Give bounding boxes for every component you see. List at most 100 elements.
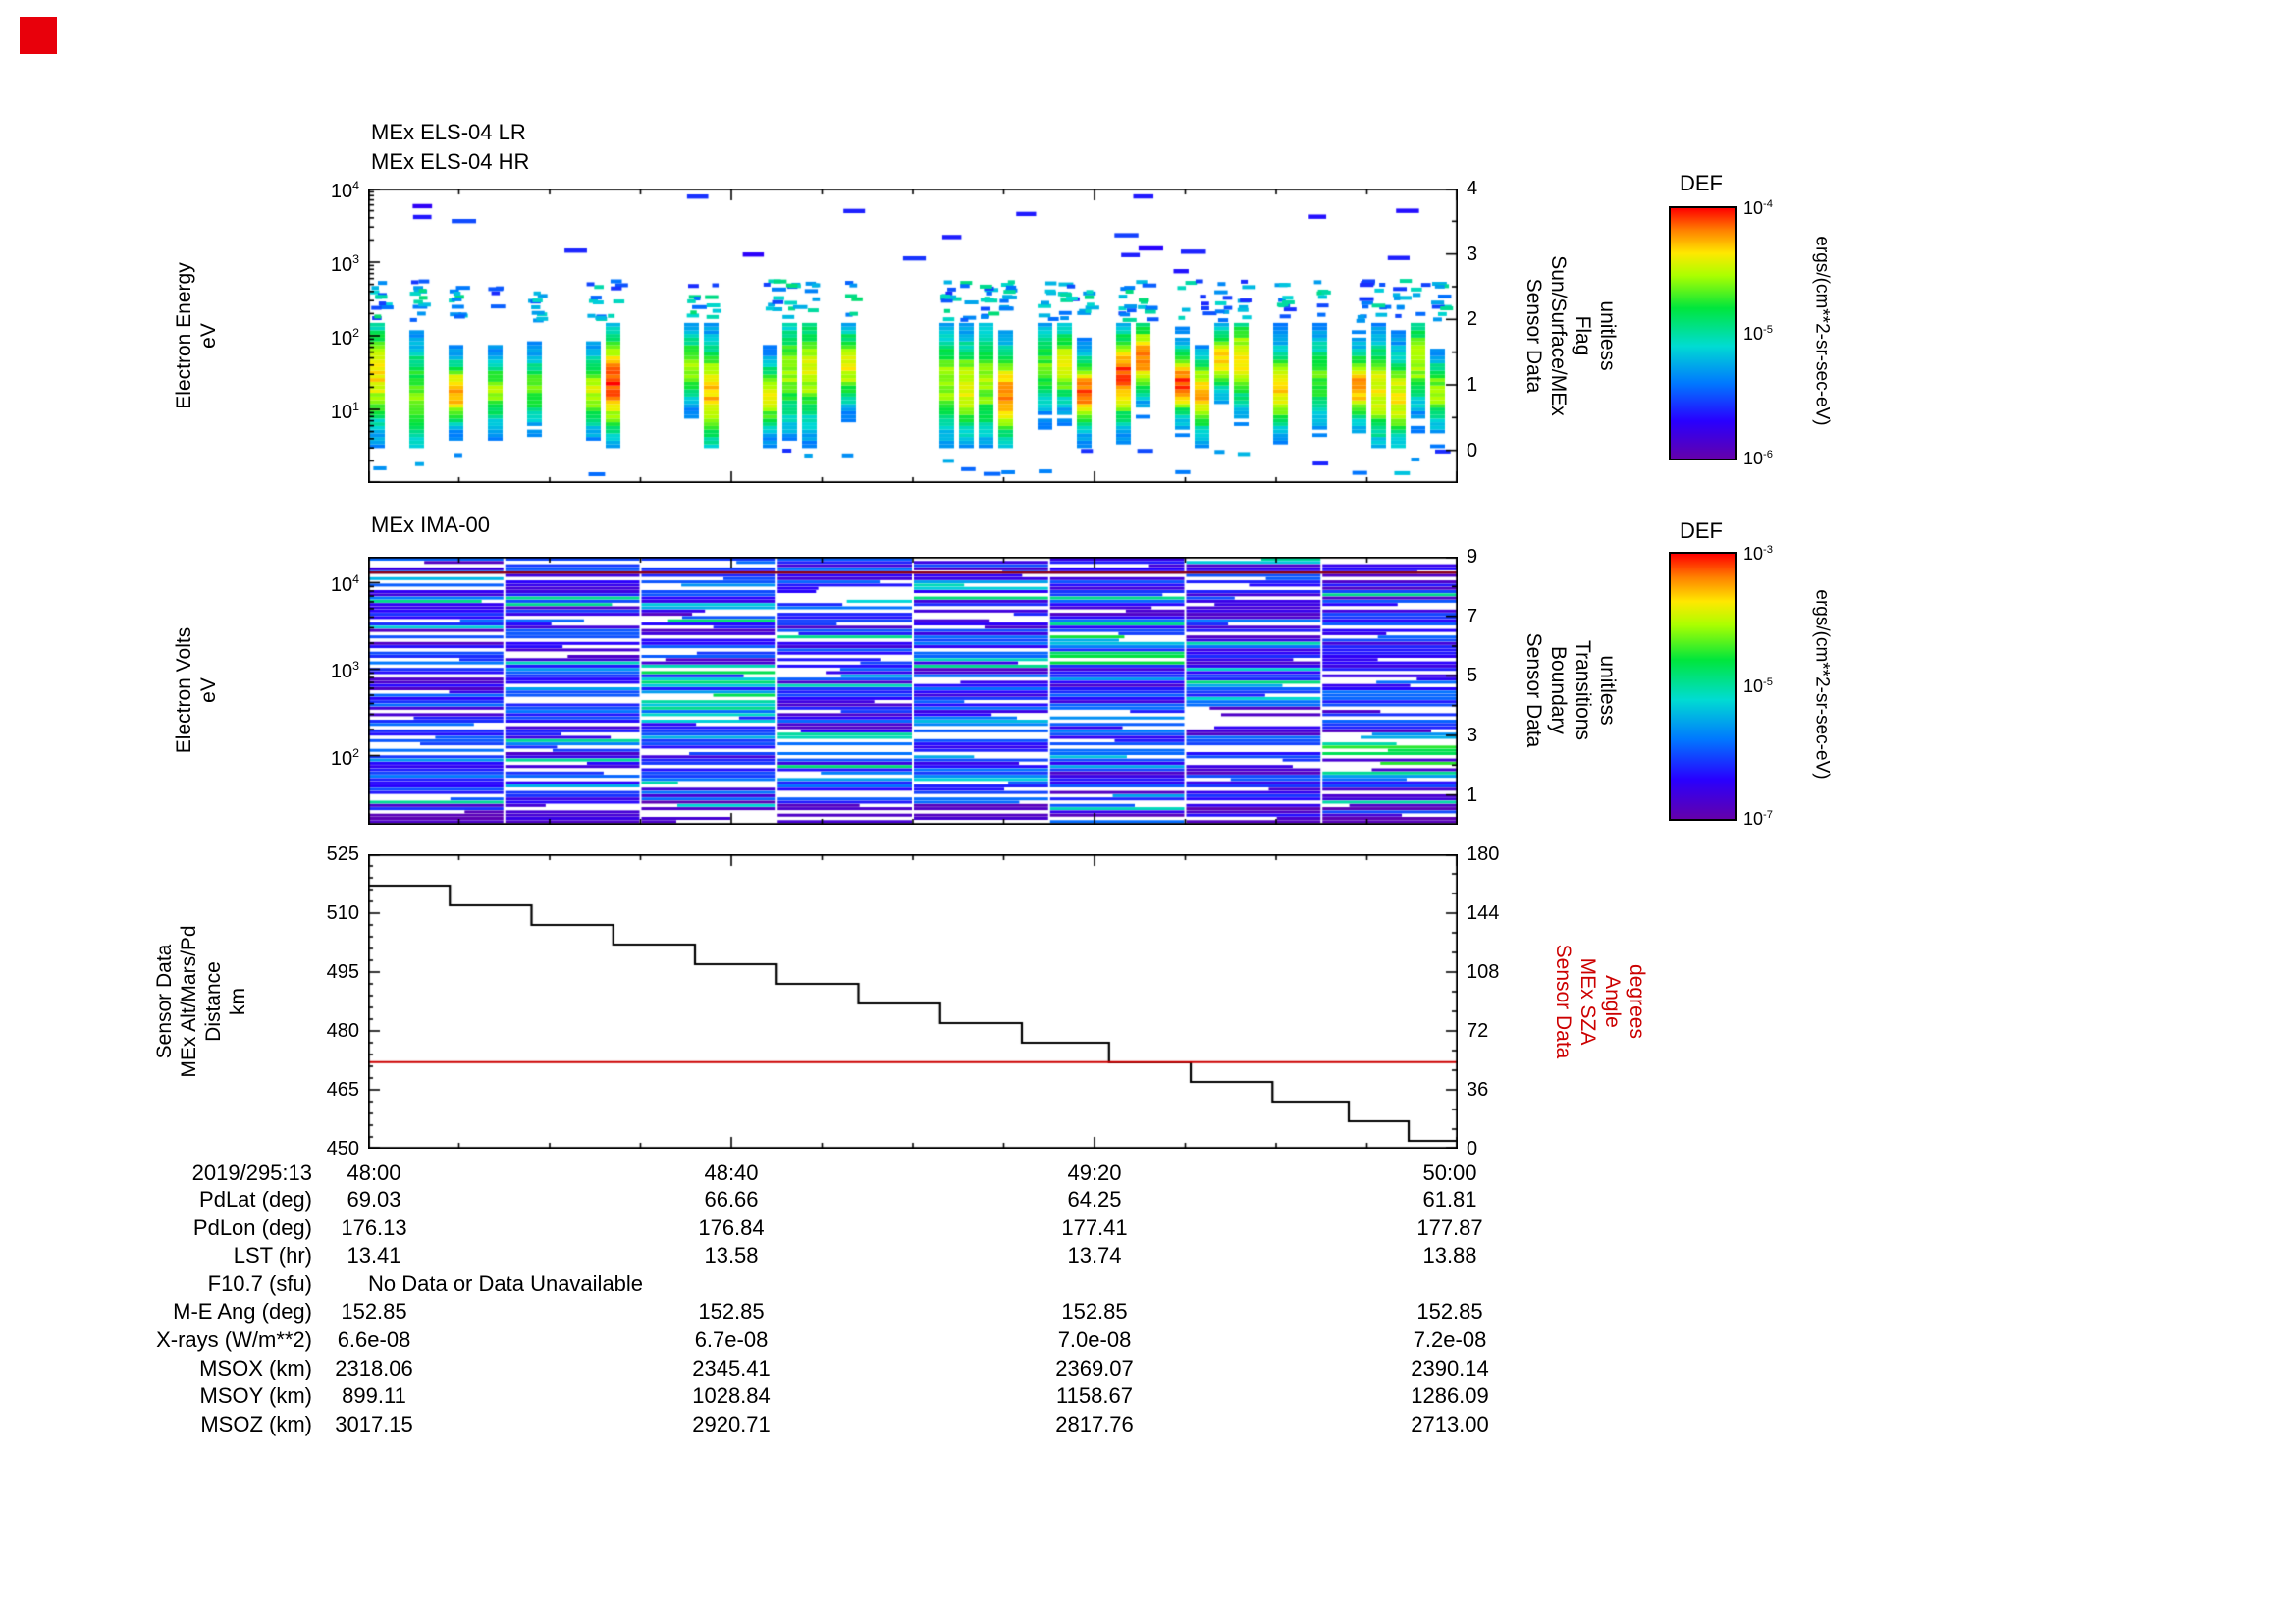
sza-right-axis-label-line: MEx SZA bbox=[1576, 957, 1599, 1046]
els-right-axis-label: unitless Flag Sun/Surface/MEx Sensor Dat… bbox=[1522, 255, 1620, 415]
date-label: 2019/295:13 bbox=[191, 1161, 312, 1185]
row-value: 3017.15 bbox=[335, 1411, 413, 1436]
row-value: 2713.00 bbox=[1411, 1411, 1489, 1436]
sza-y-tick-label: 180 bbox=[1467, 843, 1500, 865]
ima-colorbar-unit-label: ergs/(cm**2-sr-sec-eV) bbox=[1811, 589, 1833, 780]
alt-y-tick-label: 525 bbox=[326, 843, 359, 865]
row-value: 6.6e-08 bbox=[337, 1327, 411, 1352]
alt-y-axis-label-line: MEx Alt/Mars/Pd bbox=[178, 925, 200, 1078]
ima-spectrogram-canvas bbox=[368, 557, 1458, 825]
row-label: LST (hr) bbox=[233, 1243, 312, 1269]
alt-y-axis-label-line: km bbox=[227, 988, 249, 1016]
els-right-axis-label-line: unitless bbox=[1596, 300, 1619, 371]
els-colorbar-title: DEF bbox=[1680, 171, 1723, 195]
row-value: 152.85 bbox=[698, 1299, 765, 1325]
row-label: X-rays (W/m**2) bbox=[156, 1327, 312, 1352]
els-colorbar-tick-label: 10-6 bbox=[1743, 449, 1773, 468]
alt-y-axis-label-line: Distance bbox=[202, 961, 225, 1042]
ima-colorbar-title: DEF bbox=[1680, 518, 1723, 543]
sza-y-tick-label: 72 bbox=[1467, 1020, 1489, 1042]
els-spectrogram-canvas bbox=[368, 189, 1458, 483]
els-colorbar-tick-label: 10-4 bbox=[1743, 198, 1773, 218]
els-y-tick-label: 104 bbox=[330, 179, 359, 202]
row-value: 152.85 bbox=[341, 1299, 407, 1325]
ima-boundary-tick-label: 7 bbox=[1467, 605, 1478, 627]
sza-y-tick-label: 144 bbox=[1467, 902, 1500, 924]
els-y-tick-label: 102 bbox=[330, 326, 359, 350]
ima-right-axis-label: unitless Transitions Boundary Sensor Dat… bbox=[1522, 633, 1620, 748]
row-value: 7.2e-08 bbox=[1413, 1327, 1487, 1352]
els-flag-tick-label: 1 bbox=[1467, 374, 1478, 396]
row-value: 2345.41 bbox=[692, 1355, 771, 1380]
sza-right-axis-label-line: Sensor Data bbox=[1552, 944, 1575, 1059]
row-value: 13.41 bbox=[347, 1243, 401, 1269]
els-title-line1: MEx ELS-04 LR bbox=[371, 120, 526, 144]
ima-y-tick-label: 102 bbox=[330, 745, 359, 770]
row-value: 6.7e-08 bbox=[694, 1327, 769, 1352]
row-value: 176.13 bbox=[341, 1215, 407, 1240]
row-value: 7.0e-08 bbox=[1057, 1327, 1132, 1352]
alt-y-tick-label: 450 bbox=[326, 1138, 359, 1160]
els-title-line2: MEx ELS-04 HR bbox=[371, 149, 530, 174]
row-value: 66.66 bbox=[704, 1187, 759, 1212]
els-colorbar bbox=[1669, 206, 1737, 460]
row-label: MSOZ (km) bbox=[200, 1411, 312, 1436]
els-flag-tick-label: 4 bbox=[1467, 178, 1478, 199]
row-value: 177.87 bbox=[1416, 1215, 1483, 1240]
row-value: 1158.67 bbox=[1056, 1383, 1133, 1409]
corner-marker bbox=[20, 17, 57, 54]
ima-right-axis-label-line: unitless bbox=[1596, 655, 1619, 726]
row-value: 61.81 bbox=[1422, 1187, 1477, 1212]
ima-right-axis-label-line: Boundary bbox=[1547, 646, 1570, 734]
row-value: 1028.84 bbox=[692, 1383, 771, 1409]
ima-boundary-tick-label: 1 bbox=[1467, 784, 1478, 806]
alt-y-tick-label: 510 bbox=[326, 902, 359, 924]
row-value: 176.84 bbox=[698, 1215, 765, 1240]
row-value: 69.03 bbox=[347, 1187, 401, 1212]
row-value: 64.25 bbox=[1067, 1187, 1122, 1212]
sza-y-tick-label: 36 bbox=[1467, 1079, 1489, 1101]
x-tick-label: 50:00 bbox=[1422, 1161, 1477, 1185]
row-value: 2369.07 bbox=[1055, 1355, 1134, 1380]
row-value: 2318.06 bbox=[335, 1355, 413, 1380]
els-right-axis-label-line: Sensor Data bbox=[1522, 278, 1545, 394]
alt-y-axis-label-line: Sensor Data bbox=[153, 944, 176, 1059]
ima-y-axis-label: Electron Volts eV bbox=[172, 627, 221, 753]
row-value: 152.85 bbox=[1061, 1299, 1128, 1325]
ima-boundary-tick-label: 5 bbox=[1467, 665, 1478, 687]
ima-y-axis-label-line: eV bbox=[197, 677, 220, 703]
row-label: F10.7 (sfu) bbox=[207, 1271, 312, 1296]
ima-y-tick-label: 104 bbox=[330, 572, 359, 597]
els-flag-tick-label: 2 bbox=[1467, 308, 1478, 331]
row-value: 13.74 bbox=[1067, 1243, 1122, 1269]
altitude-sza-line-plot-canvas bbox=[368, 854, 1458, 1149]
els-y-axis-label: Electron Energy eV bbox=[172, 262, 221, 408]
alt-y-tick-label: 480 bbox=[326, 1020, 359, 1042]
x-tick-label: 48:00 bbox=[347, 1161, 401, 1185]
row-value: 2390.14 bbox=[1411, 1355, 1489, 1380]
els-right-axis-label-line: Sun/Surface/MEx bbox=[1547, 255, 1570, 416]
no-data-text: No Data or Data Unavailable bbox=[368, 1271, 644, 1296]
els-y-axis-label-line: Electron Energy bbox=[173, 262, 195, 409]
row-label: MSOX (km) bbox=[199, 1355, 312, 1380]
sza-y-tick-label: 0 bbox=[1467, 1138, 1478, 1160]
els-y-tick-label: 101 bbox=[330, 400, 359, 423]
ima-y-tick-label: 103 bbox=[330, 659, 359, 683]
ima-colorbar-tick-label: 10-7 bbox=[1743, 809, 1773, 829]
row-value: 13.88 bbox=[1422, 1243, 1477, 1269]
ima-colorbar bbox=[1669, 552, 1737, 821]
ima-right-axis-label-line: Sensor Data bbox=[1522, 632, 1545, 748]
sza-right-axis-label: degrees Angle MEx SZA Sensor Data bbox=[1551, 945, 1649, 1059]
ima-right-axis-label-line: Transitions bbox=[1572, 640, 1594, 740]
els-colorbar-unit-label: ergs/(cm**2-sr-sec-eV) bbox=[1811, 236, 1833, 426]
ima-colorbar-tick-label: 10-3 bbox=[1743, 544, 1773, 564]
ima-title: MEx IMA-00 bbox=[371, 513, 491, 537]
els-flag-tick-label: 0 bbox=[1467, 439, 1478, 461]
ima-colorbar-tick-label: 10-5 bbox=[1743, 676, 1773, 696]
ima-boundary-tick-label: 3 bbox=[1467, 725, 1478, 746]
row-value: 152.85 bbox=[1416, 1299, 1483, 1325]
alt-y-tick-label: 465 bbox=[326, 1079, 359, 1101]
row-value: 899.11 bbox=[342, 1383, 406, 1409]
els-right-axis-label-line: Flag bbox=[1572, 315, 1594, 356]
